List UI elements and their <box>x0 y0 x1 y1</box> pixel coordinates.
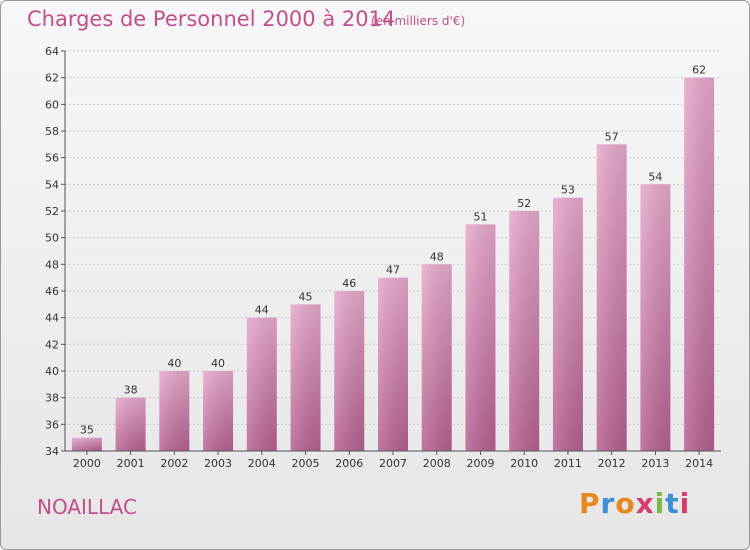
x-tick-label: 2008 <box>423 457 451 470</box>
x-tick-label: 2001 <box>117 457 145 470</box>
bar-value-label: 62 <box>692 64 706 77</box>
y-tick-label: 48 <box>45 258 59 271</box>
bar-value-label: 51 <box>473 210 487 223</box>
bar-value-label: 54 <box>648 170 662 183</box>
y-tick-label: 46 <box>45 285 59 298</box>
chart-title: Charges de Personnel 2000 à 2014 <box>27 7 396 31</box>
y-tick-label: 34 <box>45 445 59 458</box>
x-tick-label: 2004 <box>248 457 276 470</box>
y-tick-label: 38 <box>45 392 59 405</box>
logo-letter: P <box>579 487 601 520</box>
bar-shade <box>378 277 408 451</box>
bar-value-label: 40 <box>167 357 181 370</box>
y-tick-label: 58 <box>45 125 59 138</box>
logo-letter: o <box>615 487 636 520</box>
x-tick-label: 2007 <box>379 457 407 470</box>
y-tick-label: 62 <box>45 72 59 85</box>
y-tick-label: 42 <box>45 338 59 351</box>
y-tick-label: 36 <box>45 418 59 431</box>
x-tick-label: 2014 <box>685 457 713 470</box>
y-tick-label: 40 <box>45 365 59 378</box>
bar-shade <box>640 184 671 452</box>
bar-value-label: 46 <box>342 277 356 290</box>
x-tick-label: 2009 <box>466 457 494 470</box>
bars: 35 38 40 40 44 45 46 47 48 51 52 53 57 54 62 <box>71 64 715 452</box>
chart-subtitle: (en milliers d'€) <box>371 14 466 28</box>
x-tick-label: 2013 <box>641 457 669 470</box>
logo-letter: x <box>635 487 655 520</box>
bar-value-label: 47 <box>386 264 400 277</box>
y-tick-label: 54 <box>45 178 59 191</box>
bar-shade <box>552 197 583 451</box>
bar-value-label: 40 <box>211 357 225 370</box>
bar-value-label: 45 <box>299 290 313 303</box>
y-tick-label: 60 <box>45 98 59 111</box>
commune-name: NOAILLAC <box>37 495 137 519</box>
bar-shade <box>509 211 540 451</box>
proxiti-logo: Proxiti <box>579 487 690 520</box>
x-tick-label: 2006 <box>335 457 363 470</box>
bar-shade <box>290 304 321 451</box>
x-tick-label: 2012 <box>598 457 626 470</box>
logo-letter: r <box>600 487 616 520</box>
bar-value-label: 44 <box>255 304 269 317</box>
bar-value-label: 57 <box>605 130 619 143</box>
y-tick-label: 52 <box>45 205 59 218</box>
bar-shade <box>246 317 277 451</box>
y-tick-label: 56 <box>45 152 59 165</box>
x-tick-label: 2011 <box>554 457 582 470</box>
x-tick-label: 2010 <box>510 457 538 470</box>
x-tick-label: 2005 <box>292 457 320 470</box>
logo-letter: i <box>654 487 666 520</box>
y-tick-label: 50 <box>45 232 59 245</box>
bar-value-label: 52 <box>517 197 531 210</box>
logo-letter: t <box>665 487 680 520</box>
y-tick-label: 44 <box>45 312 59 325</box>
bar-value-label: 38 <box>124 384 138 397</box>
bar-shade <box>465 224 496 451</box>
y-axis: 34 36 38 40 42 44 46 48 50 52 54 56 58 60 62 64 <box>45 45 66 458</box>
bar-value-label: 53 <box>561 184 575 197</box>
bar-shade <box>159 371 190 451</box>
bar-value-label: 35 <box>80 424 94 437</box>
x-tick-label: 2000 <box>73 457 101 470</box>
x-tick-label: 2002 <box>160 457 188 470</box>
bar-shade <box>596 144 627 452</box>
bar-shade <box>115 397 146 451</box>
bar-shade <box>421 264 452 451</box>
bar-value-label: 48 <box>430 250 444 263</box>
logo-letter: i <box>679 487 691 520</box>
x-axis: 2000 2001 2002 2003 2004 2005 2006 2007 2008 2009… <box>65 450 721 470</box>
bar-shade <box>203 371 234 451</box>
x-tick-label: 2003 <box>204 457 232 470</box>
bar-shade <box>684 77 715 452</box>
bar-shade <box>71 437 102 451</box>
bar-shade <box>334 291 365 451</box>
y-tick-label: 64 <box>45 45 59 58</box>
